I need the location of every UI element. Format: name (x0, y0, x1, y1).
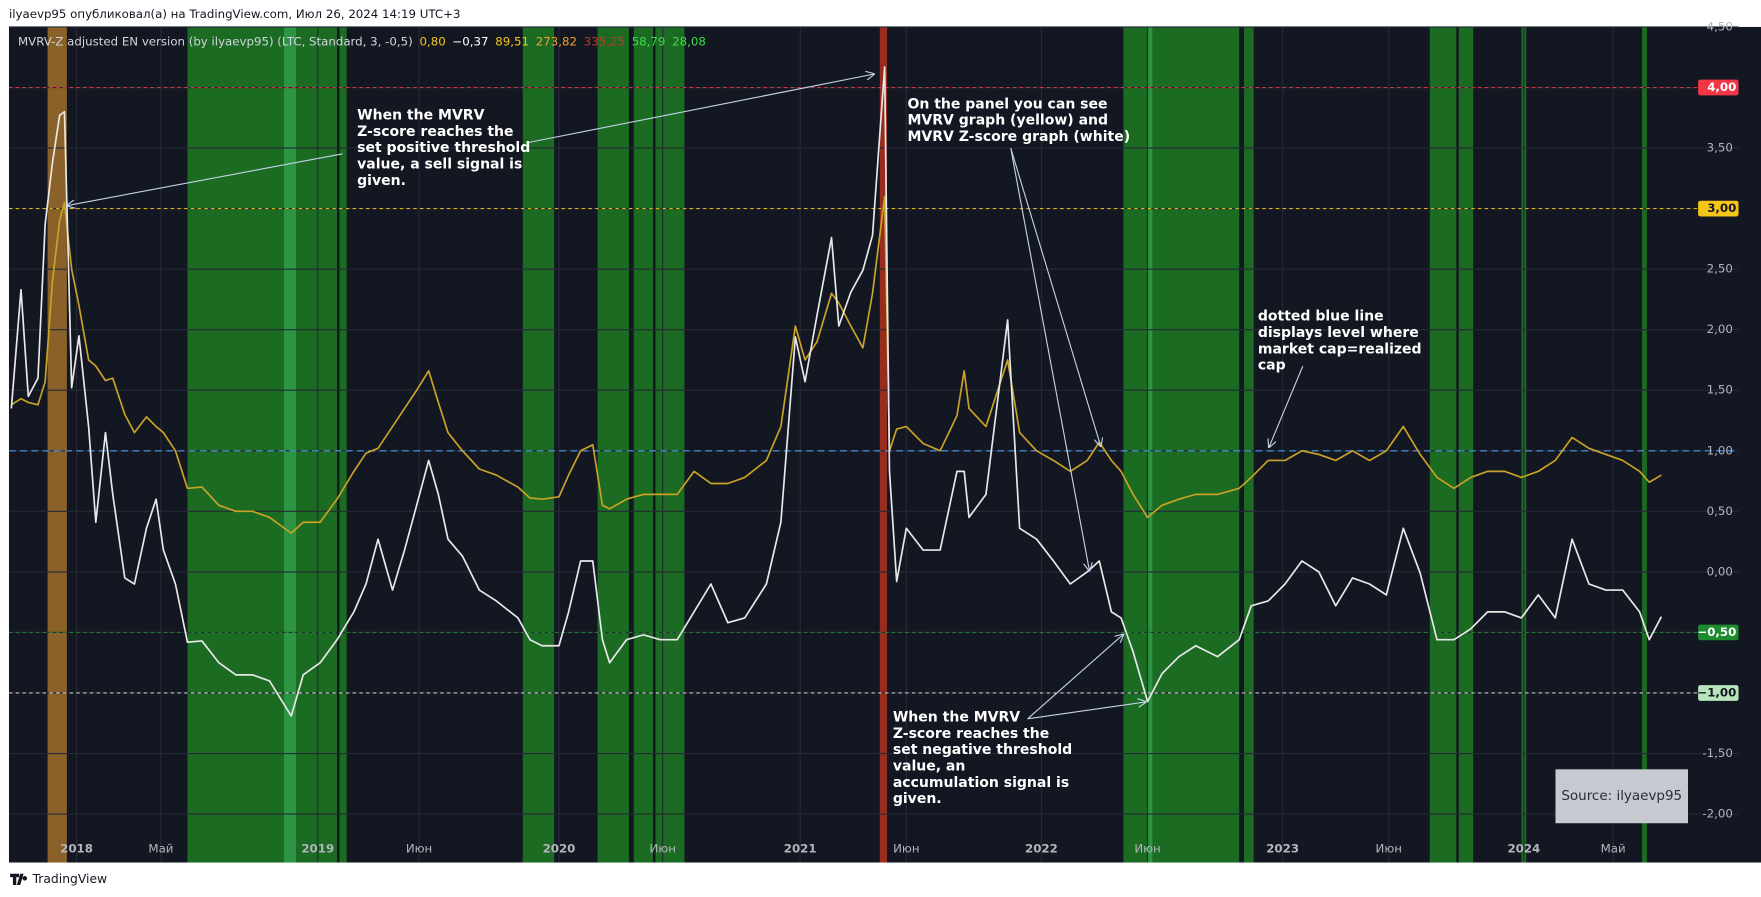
annotation-line: cap (1258, 358, 1286, 374)
annotation-line: Z-score reaches the (357, 124, 513, 140)
x-tick-label: Июн (893, 842, 919, 856)
level-badge (1698, 79, 1739, 96)
annotation-line: MVRV graph (yellow) and (907, 113, 1108, 129)
legend-entry: 273,82 (536, 34, 577, 48)
arrow (67, 153, 343, 206)
level-badge-label: −0,50 (1697, 625, 1736, 639)
signal-band (1429, 26, 1457, 863)
annotation-line: displays level where (1258, 325, 1419, 341)
x-tick-label: 2022 (1025, 842, 1058, 856)
signal-band (597, 26, 629, 863)
level-badge (1698, 624, 1739, 641)
y-tick-label: 4,50 (1707, 19, 1733, 33)
annotation-line: When the MVRV (357, 108, 484, 124)
level-badge-label: 4,00 (1707, 80, 1736, 94)
arrow (1027, 635, 1123, 720)
x-tick-label: Май (148, 842, 173, 856)
legend-entry: 28,08 (672, 34, 706, 48)
y-tick-label: 3,50 (1707, 141, 1733, 155)
x-tick-label: Июн (649, 842, 675, 856)
x-tick-label: Июн (406, 842, 432, 856)
x-tick-label: 2023 (1266, 842, 1299, 856)
signal-band (187, 26, 338, 863)
signal-band (655, 26, 685, 863)
y-tick-label: 1,50 (1707, 383, 1733, 397)
y-tick-label: 0,50 (1707, 504, 1733, 518)
y-tick-label: -2,00 (1702, 807, 1732, 821)
annotation-line: When the MVRV (893, 710, 1020, 726)
annotation-line: On the panel you can see (907, 96, 1107, 112)
signal-band (1642, 26, 1647, 863)
source-text: Source: ilyaevp95 (1561, 788, 1682, 804)
y-tick-label: 2,50 (1707, 262, 1733, 276)
y-tick-label: 0,00 (1707, 564, 1733, 578)
x-tick-label: Май (1601, 842, 1626, 856)
annotation-line: given. (893, 791, 942, 807)
signal-band (1123, 26, 1240, 863)
level-badge-label: 3,00 (1707, 201, 1736, 215)
legend-entry: MVRV-Z adjusted EN version (by ilyaevp95… (18, 34, 413, 48)
signal-band (283, 26, 297, 863)
x-tick-label: 2018 (60, 842, 93, 856)
x-tick-label: Июн (1376, 842, 1402, 856)
y-tick-label: 1,00 (1707, 443, 1733, 457)
annotation-line: given. (357, 173, 406, 189)
header: ilyaevp95 опубликовал(а) на TradingView.… (9, 7, 460, 21)
annotation-line: set negative threshold (893, 742, 1072, 758)
arrow (1010, 148, 1090, 570)
y-tick-label: 2,00 (1707, 322, 1733, 336)
footer-logo (10, 873, 28, 885)
x-tick-label: 2020 (543, 842, 576, 856)
annotation-line: dotted blue line (1258, 309, 1384, 325)
series-line (10, 195, 1662, 534)
level-badge (1698, 685, 1739, 701)
annotation-line: value, an (893, 758, 966, 774)
y-tick-label: -1,50 (1702, 746, 1732, 760)
signal-band (522, 26, 555, 863)
signal-band (633, 26, 654, 863)
arrow (527, 74, 874, 144)
x-tick-label: 2021 (784, 842, 817, 856)
annotation-line: value, a sell signal is (357, 157, 522, 173)
annotation-line: set positive threshold (357, 140, 530, 156)
annotation-line: Z-score reaches the (893, 726, 1049, 742)
signal-band (1458, 26, 1474, 863)
annotation-line: market cap=realized (1258, 341, 1422, 357)
footer-brand: TradingView (32, 872, 108, 886)
signal-band (339, 26, 347, 863)
source-box (1555, 769, 1688, 824)
signal-band (1147, 26, 1153, 863)
legend-entry: 0,80 (419, 34, 445, 48)
x-tick-label: 2019 (301, 842, 334, 856)
series-line (10, 66, 1663, 717)
annotation-line: MVRV Z-score graph (white) (907, 129, 1130, 145)
legend-entry: −0,37 (452, 34, 488, 48)
signal-band (879, 26, 888, 863)
arrow (1027, 702, 1146, 720)
legend-entry: 89,51 (495, 34, 529, 48)
legend: MVRV-Z adjusted EN version (by ilyaevp95… (18, 34, 706, 48)
annotation-line: accumulation signal is (893, 775, 1069, 791)
x-tick-label: 2024 (1507, 842, 1540, 856)
arrow (1269, 365, 1304, 447)
signal-band (47, 26, 67, 863)
legend-entry: 335,25 (584, 34, 625, 48)
signal-band (1244, 26, 1254, 863)
level-badge (1698, 200, 1739, 217)
level-badge-label: −1,00 (1697, 685, 1736, 699)
x-tick-label: Июн (1134, 842, 1160, 856)
legend-entry: 58,79 (632, 34, 666, 48)
arrow (1010, 148, 1101, 446)
